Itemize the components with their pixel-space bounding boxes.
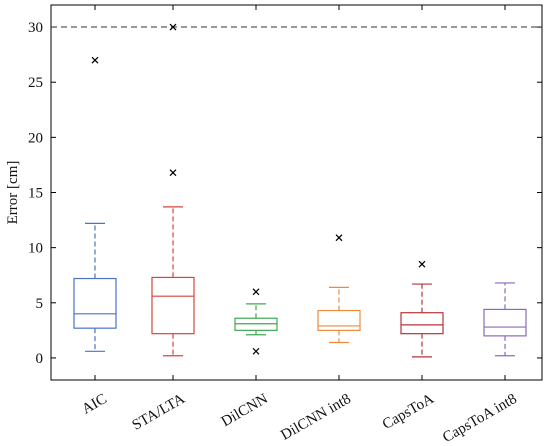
box-4 (400, 260, 444, 358)
x-tick-label-3: DilCNN int8 (278, 391, 353, 444)
box-iqr-4 (400, 312, 444, 335)
x-tick-label-2: DilCNN (219, 391, 271, 430)
y-tick-label-5: 25 (28, 75, 43, 91)
box-0 (73, 56, 117, 352)
y-tick-label-3: 15 (28, 186, 43, 202)
x-tick-label-1: STA/LTA (130, 391, 188, 434)
x-tick-label-5: CapsToA int8 (440, 391, 520, 446)
outlier-4-0 (418, 260, 426, 268)
outlier-stroke-b-1-1 (169, 23, 177, 31)
box-5 (483, 282, 527, 357)
y-axis-label: Error [cm] (5, 161, 21, 225)
y-axis-ticks: 0 5 10 15 20 25 30 (28, 20, 542, 367)
box-iqr-5 (483, 308, 527, 337)
outlier-stroke-b-4-0 (418, 260, 426, 268)
outlier-0-0 (91, 56, 99, 64)
x-tick-label-4: CapsToA (380, 391, 437, 433)
outlier-stroke-b-2-0 (252, 288, 260, 296)
box-2 (234, 288, 278, 355)
outlier-3-0 (335, 234, 343, 242)
y-tick-label-0: 0 (36, 351, 44, 367)
y-tick-label-4: 20 (28, 130, 43, 146)
x-tick-label-0: AIC (79, 391, 109, 418)
outlier-stroke-b-1-0 (169, 169, 177, 177)
outlier-1-1 (169, 23, 177, 31)
box-iqr-3 (317, 309, 361, 331)
box-iqr-1 (151, 276, 195, 335)
y-tick-label-6: 30 (28, 20, 43, 36)
box-1 (151, 23, 195, 357)
box-iqr-0 (73, 277, 117, 329)
outlier-stroke-b-3-0 (335, 234, 343, 242)
y-tick-label-2: 10 (28, 241, 43, 257)
outlier-stroke-b-0-0 (91, 56, 99, 64)
outlier-2-1 (252, 347, 260, 355)
outlier-1-0 (169, 169, 177, 177)
outlier-2-0 (252, 288, 260, 296)
box-3 (317, 234, 361, 344)
plot-frame (50, 4, 543, 381)
y-tick-label-1: 5 (36, 296, 44, 312)
outlier-stroke-b-2-1 (252, 347, 260, 355)
box-series-group (73, 23, 527, 358)
